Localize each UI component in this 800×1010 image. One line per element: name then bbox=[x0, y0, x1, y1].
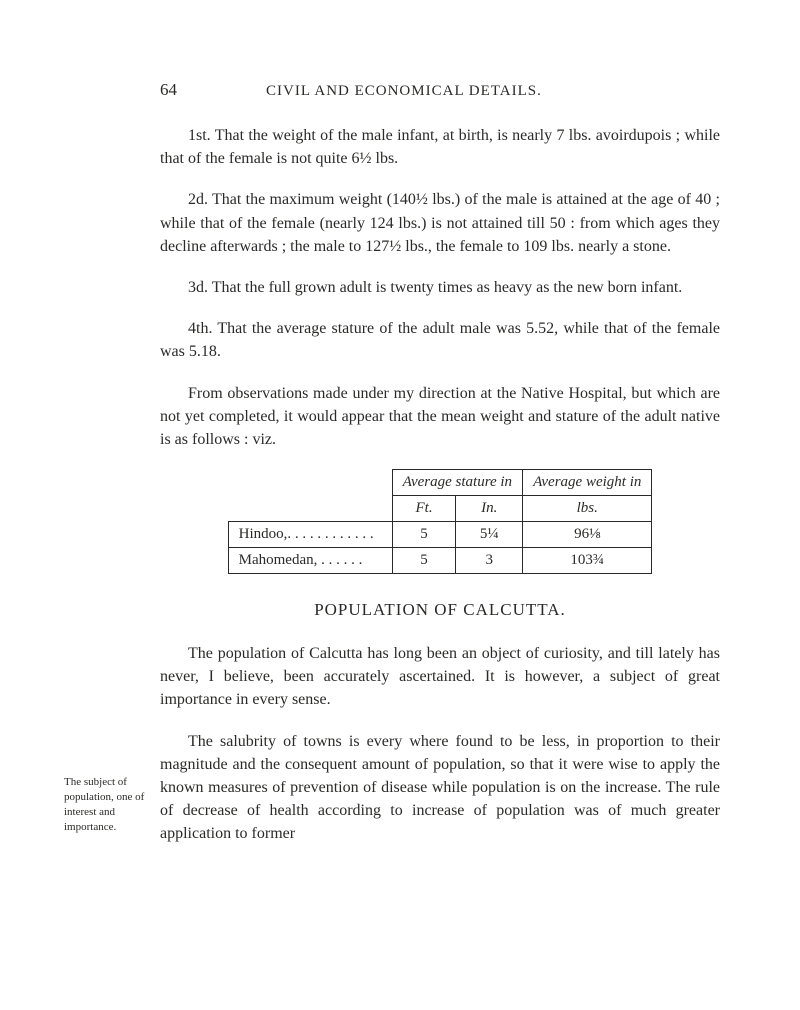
row-lbs: 103¾ bbox=[523, 548, 652, 574]
row-ft: 5 bbox=[392, 548, 456, 574]
paragraph-5: From observations made under my directio… bbox=[160, 382, 720, 452]
sub-header-in: In. bbox=[456, 496, 523, 522]
page-header: 64 CIVIL AND ECONOMICAL DETAILS. bbox=[160, 80, 720, 100]
paragraph-1: 1st. That the weight of the male infant,… bbox=[160, 124, 720, 170]
section-title: POPULATION OF CALCUTTA. bbox=[160, 600, 720, 620]
row-in: 5¼ bbox=[456, 522, 523, 548]
margin-note: The subject of population, one of intere… bbox=[64, 775, 164, 834]
row-ft: 5 bbox=[392, 522, 456, 548]
row-lbs: 96⅛ bbox=[523, 522, 652, 548]
sub-header-ft: Ft. bbox=[392, 496, 456, 522]
paragraph-2: 2d. That the maximum weight (140½ lbs.) … bbox=[160, 188, 720, 258]
paragraph-7: The salubrity of towns is every where fo… bbox=[160, 730, 720, 846]
table-row: Hindoo,. . . . . . . . . . . . 5 5¼ 96⅛ bbox=[228, 522, 652, 548]
table-row: Mahomedan, . . . . . . 5 3 103¾ bbox=[228, 548, 652, 574]
paragraph-6: The population of Calcutta has long been… bbox=[160, 642, 720, 712]
col-header-stature: Average stature in bbox=[392, 470, 522, 496]
table-header-row-1: Average stature in Average weight in bbox=[228, 470, 652, 496]
row-in: 3 bbox=[456, 548, 523, 574]
row-label: Mahomedan, . . . . . . bbox=[228, 548, 392, 574]
page-number: 64 bbox=[160, 80, 177, 100]
stature-weight-table-wrap: Average stature in Average weight in Ft.… bbox=[160, 469, 720, 574]
paragraph-3: 3d. That the full grown adult is twenty … bbox=[160, 276, 720, 299]
paragraph-4: 4th. That the average stature of the adu… bbox=[160, 317, 720, 363]
sub-header-lbs: lbs. bbox=[523, 496, 652, 522]
running-title: CIVIL AND ECONOMICAL DETAILS. bbox=[266, 83, 542, 100]
stature-weight-table: Average stature in Average weight in Ft.… bbox=[228, 469, 653, 574]
row-label: Hindoo,. . . . . . . . . . . . bbox=[228, 522, 392, 548]
col-header-weight: Average weight in bbox=[523, 470, 652, 496]
